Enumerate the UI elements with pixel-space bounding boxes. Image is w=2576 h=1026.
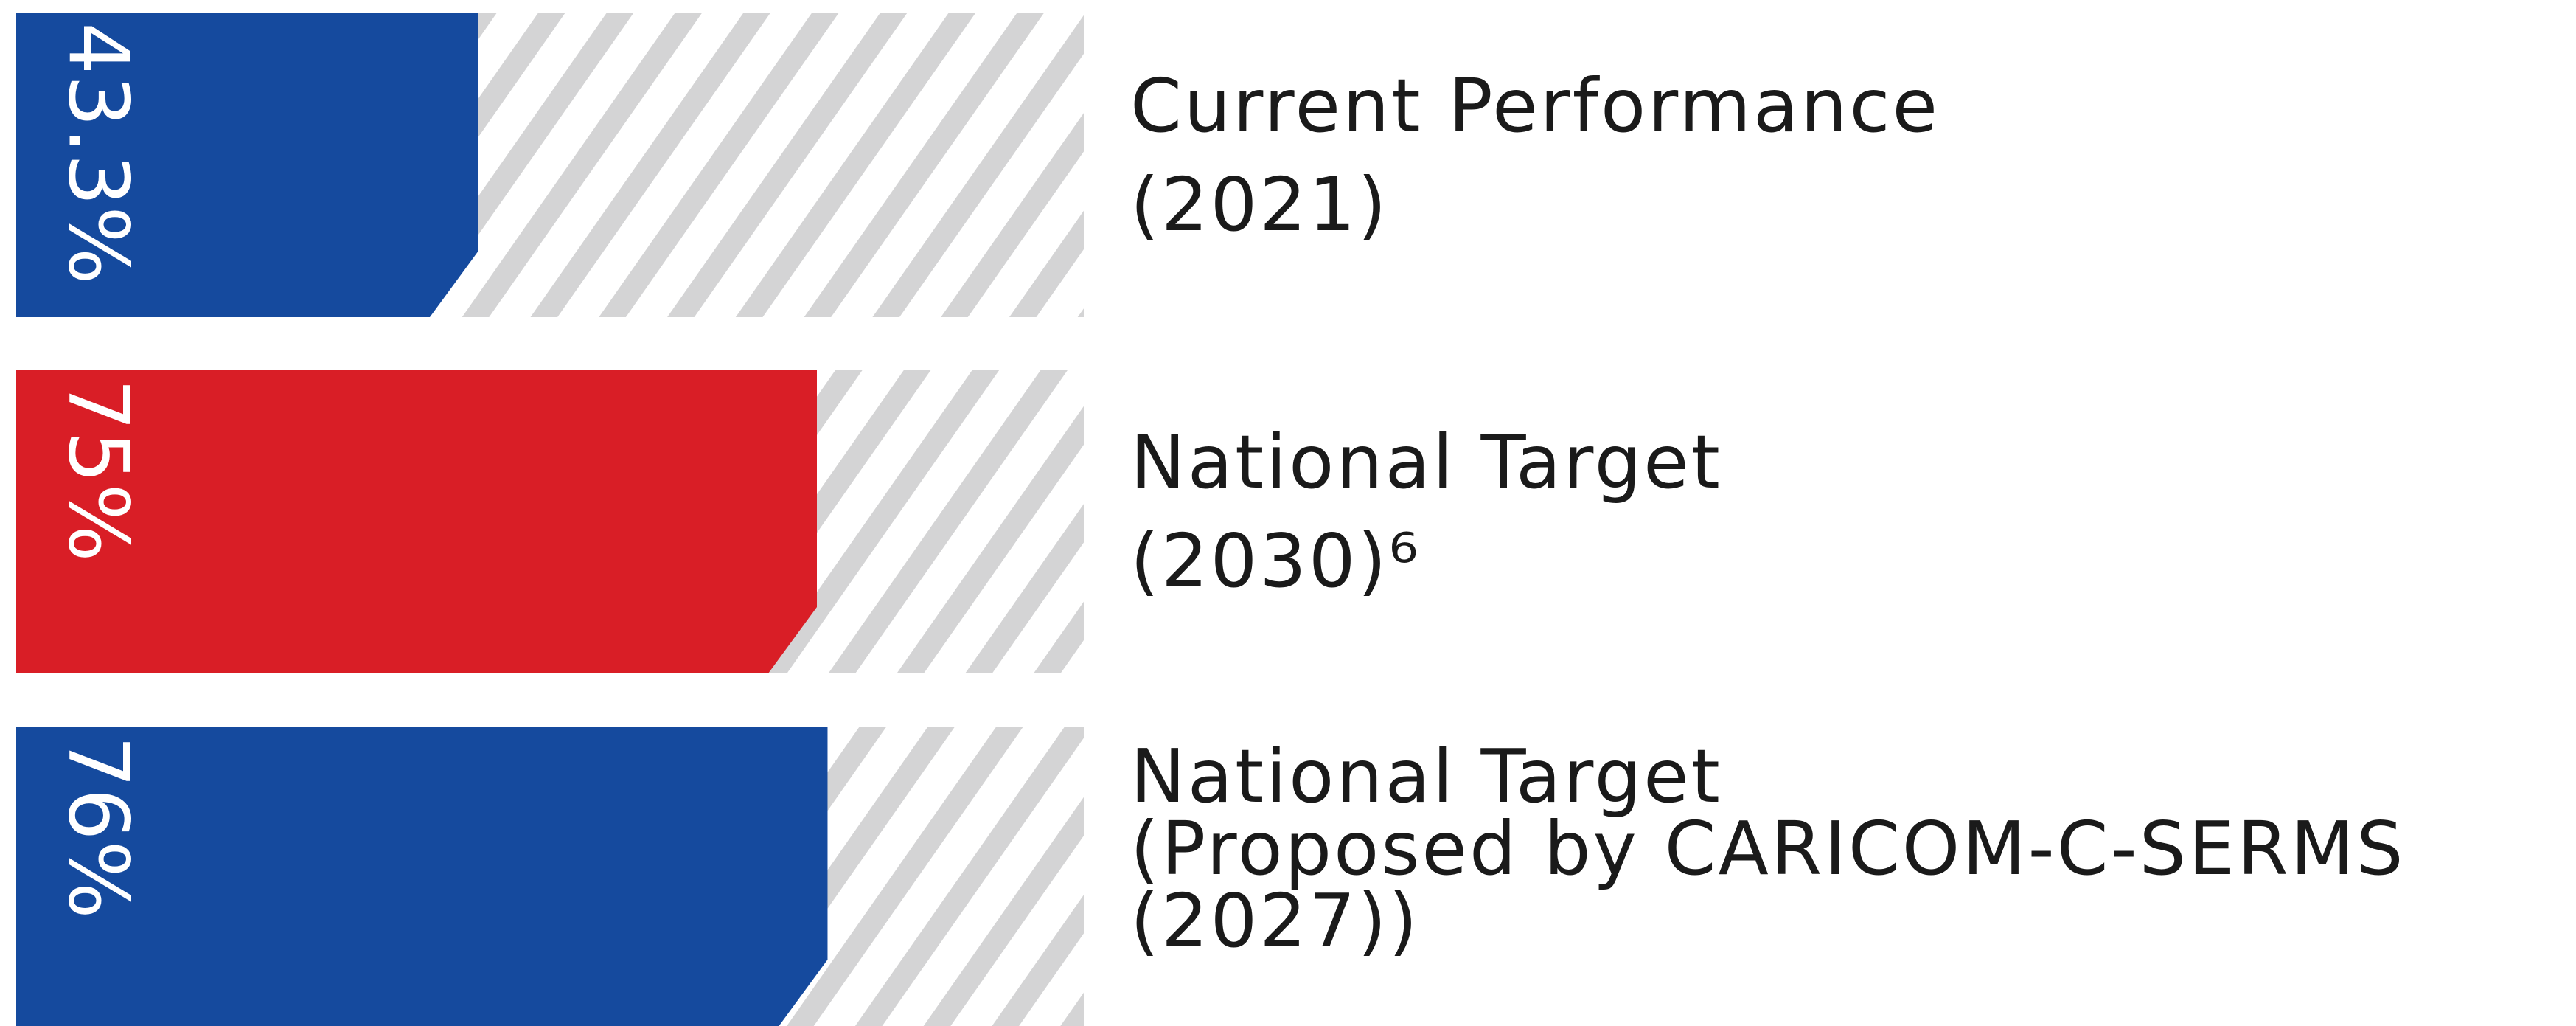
bar bbox=[16, 13, 478, 317]
category-label: National Target bbox=[1130, 419, 1722, 505]
category-label: (Proposed by CARICOM-C-SERMS bbox=[1130, 805, 2406, 892]
bar bbox=[16, 370, 817, 673]
category-label: National Target bbox=[1130, 733, 1722, 819]
category-label: (2021) bbox=[1130, 162, 1389, 248]
category-label: Current Performance bbox=[1130, 63, 1940, 149]
value-label: 76% bbox=[49, 735, 145, 919]
bar bbox=[16, 727, 828, 1026]
category-label: (2030)⁶ bbox=[1130, 518, 1421, 604]
value-label: 75% bbox=[49, 378, 145, 562]
value-label: 43.3% bbox=[49, 22, 145, 285]
category-label: (2027)) bbox=[1130, 878, 1420, 964]
